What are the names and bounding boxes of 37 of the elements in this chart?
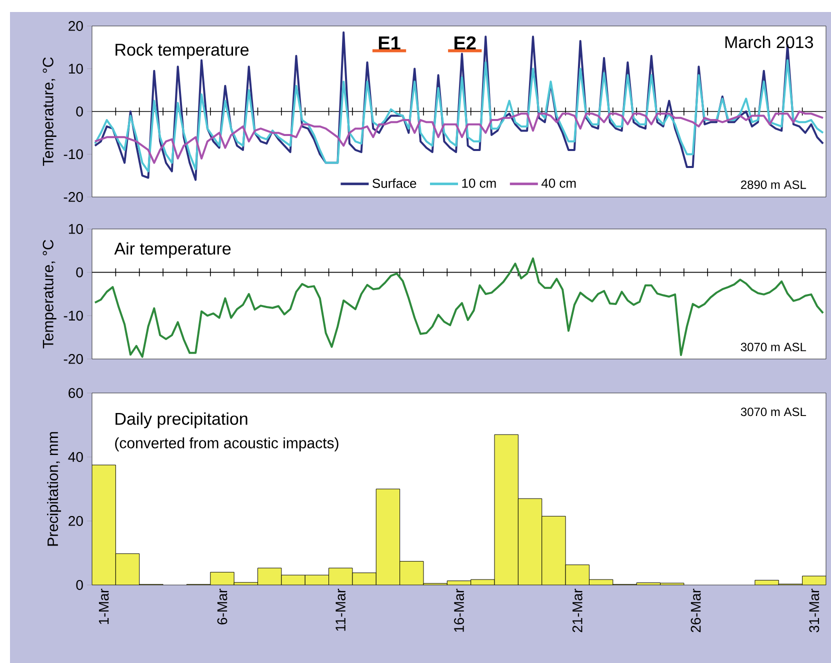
annotation: 3070 m ASL [740, 408, 806, 416]
x-tick-label: 6-Mar [217, 588, 228, 624]
y-axis-title: Temperature, °C [42, 240, 56, 348]
legend-label: 10 cm [462, 178, 496, 188]
y-axis-title: Temperature, °C [42, 57, 56, 166]
y-tick-label: -10 [64, 149, 83, 160]
annotation: E1 [378, 36, 400, 50]
annotation: E2 [454, 36, 476, 50]
annotation: 3070 m ASL [740, 342, 806, 352]
text: Rock temperature [116, 43, 249, 60]
y-tick-label: 0 [76, 106, 83, 116]
text: (converted from acoustic impacts) [115, 437, 338, 452]
y-tick-label: 40 [68, 452, 83, 462]
text: Daily precipitation [116, 412, 248, 428]
y-tick-label: 10 [68, 64, 83, 74]
x-tick-label: 16-Mar [454, 588, 464, 632]
y-tick-label: 60 [68, 388, 83, 398]
y-tick-label: 20 [68, 21, 83, 31]
y-tick-label: 20 [68, 516, 83, 526]
y-tick-label: 10 [68, 224, 83, 234]
x-tick-label: 21-Mar [572, 588, 582, 632]
x-tick-label: 1-Mar [98, 588, 109, 624]
annotation: March 2013 [725, 36, 814, 48]
annotation: 2890 m ASL [741, 180, 806, 189]
y-tick-label: 0 [76, 580, 83, 590]
text: Air temperature [114, 242, 231, 258]
x-tick-label: 26-Mar [690, 588, 701, 632]
legend-label: Surface [372, 178, 416, 188]
y-tick-label: -20 [64, 354, 83, 364]
legend-label: 40 cm [541, 178, 576, 188]
y-tick-label: 0 [76, 267, 83, 278]
y-tick-label: -10 [64, 310, 83, 321]
y-tick-label: -20 [64, 192, 83, 202]
x-tick-label: 31-Mar [809, 588, 820, 632]
x-tick-label: 11-Mar [336, 588, 346, 631]
y-axis-title: Precipitation, mm [47, 432, 62, 546]
line-series [94, 257, 824, 358]
